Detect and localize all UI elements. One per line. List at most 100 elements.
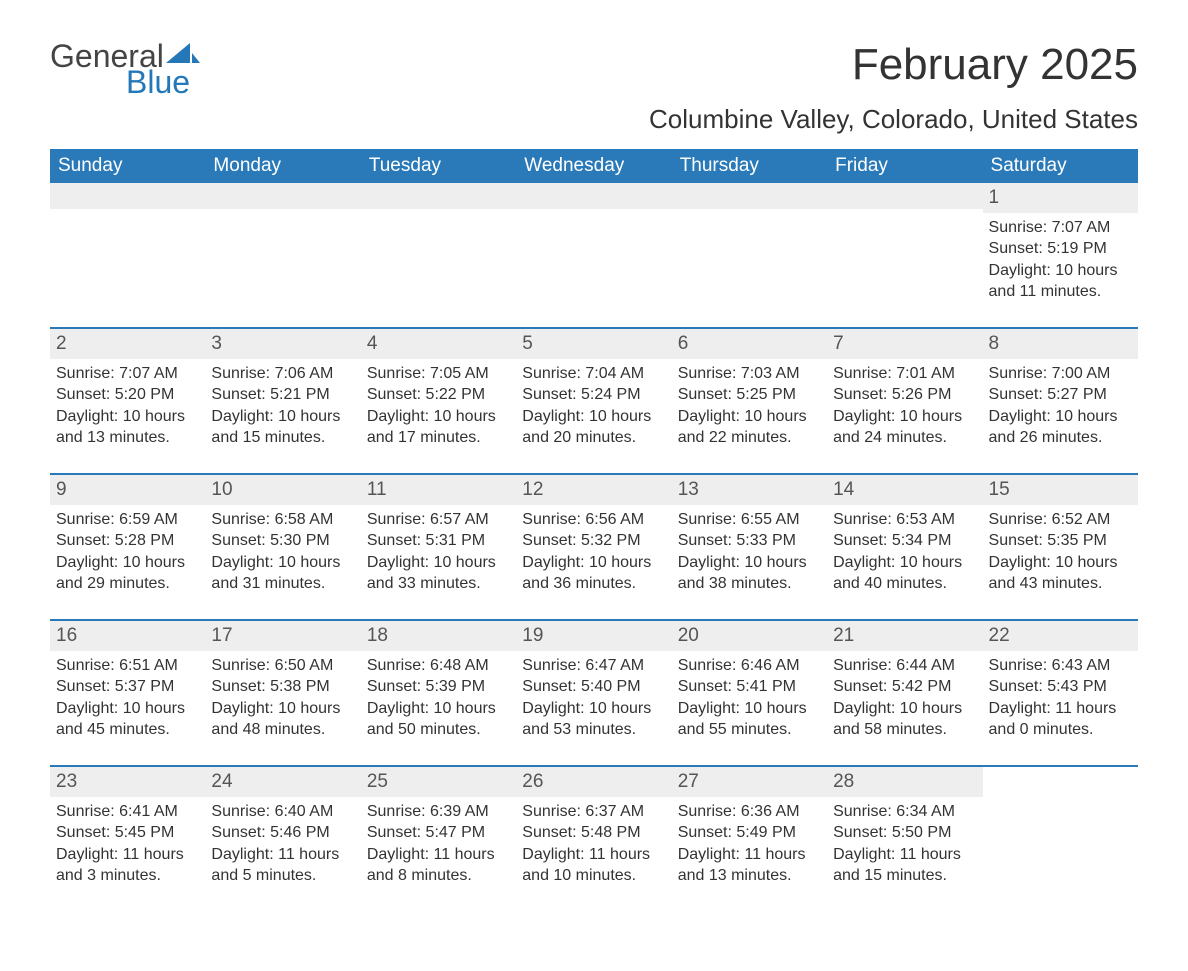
empty-daynum-bar bbox=[205, 183, 360, 209]
day-number: 14 bbox=[827, 475, 982, 505]
day-number: 5 bbox=[516, 329, 671, 359]
sunset-text: Sunset: 5:35 PM bbox=[989, 530, 1132, 552]
sunrise-text: Sunrise: 6:59 AM bbox=[56, 509, 199, 531]
sunrise-text: Sunrise: 6:55 AM bbox=[678, 509, 821, 531]
calendar-day-cell: 6Sunrise: 7:03 AMSunset: 5:25 PMDaylight… bbox=[672, 328, 827, 474]
calendar-day-cell: 21Sunrise: 6:44 AMSunset: 5:42 PMDayligh… bbox=[827, 620, 982, 766]
daylight-text: Daylight: 10 hours and 13 minutes. bbox=[56, 406, 199, 449]
calendar-week-row: 16 Sunrise: 6:51 AMSunset: 5:37 PM Dayligh… bbox=[50, 620, 1138, 766]
daylight-text: Daylight: 10 hours and 31 minutes. bbox=[211, 552, 354, 595]
calendar-day-cell: 2Sunrise: 7:07 AMSunset: 5:20 PMDaylight… bbox=[50, 328, 205, 474]
calendar-day-cell: 28Sunrise: 6:34 AMSunset: 5:50 PMDayligh… bbox=[827, 766, 982, 911]
daylight-text: Daylight: 11 hours and 13 minutes. bbox=[678, 844, 821, 887]
sunrise-text: Sunrise: 6:53 AM bbox=[833, 509, 976, 531]
sunset-text: Sunset: 5:24 PM bbox=[522, 384, 665, 406]
daylight-text: Daylight: 10 hours and 26 minutes. bbox=[989, 406, 1132, 449]
calendar-day-cell: 20Sunrise: 6:46 AMSunset: 5:41 PMDayligh… bbox=[672, 620, 827, 766]
day-number: 15 bbox=[983, 475, 1138, 505]
sunrise-text: Sunrise: 6:58 AM bbox=[211, 509, 354, 531]
calendar-day-cell: 3 Sunrise: 7:06 AMSunset: 5:21 PMDaylight… bbox=[205, 328, 360, 474]
calendar-day-cell bbox=[205, 183, 360, 328]
sunset-text: Sunset: 5:40 PM bbox=[522, 676, 665, 698]
empty-daynum-bar bbox=[516, 183, 671, 209]
calendar-day-cell: 17Sunrise: 6:50 AMSunset: 5:38 PMDayligh… bbox=[205, 620, 360, 766]
calendar-week-row: 2Sunrise: 7:07 AMSunset: 5:20 PMDaylight… bbox=[50, 328, 1138, 474]
sunset-text: Sunset: 5:50 PM bbox=[833, 822, 976, 844]
daylight-text: Daylight: 10 hours and 50 minutes. bbox=[367, 698, 510, 741]
calendar-day-cell: 5Sunrise: 7:04 AMSunset: 5:24 PMDaylight… bbox=[516, 328, 671, 474]
day-number: 3 bbox=[205, 329, 360, 359]
day-number: 8 bbox=[983, 329, 1138, 359]
day-number: 4 bbox=[361, 329, 516, 359]
sunrise-text: Sunrise: 6:46 AM bbox=[678, 655, 821, 677]
titles: February 2025 Columbine Valley, Colorado… bbox=[649, 40, 1138, 149]
sunrise-text: Sunrise: 7:01 AM bbox=[833, 363, 976, 385]
day-number: 19 bbox=[516, 621, 671, 651]
day-header: Thursday bbox=[672, 149, 827, 183]
calendar-page: General Blue February 2025 Columbine Val… bbox=[0, 0, 1188, 971]
day-header: Wednesday bbox=[516, 149, 671, 183]
daylight-text: Daylight: 10 hours and 53 minutes. bbox=[522, 698, 665, 741]
daylight-text: Daylight: 11 hours and 15 minutes. bbox=[833, 844, 976, 887]
day-number: 24 bbox=[205, 767, 360, 797]
sunset-text: Sunset: 5:45 PM bbox=[56, 822, 199, 844]
daylight-text: Daylight: 11 hours and 10 minutes. bbox=[522, 844, 665, 887]
day-number: 25 bbox=[361, 767, 516, 797]
logo-text-blue: Blue bbox=[126, 66, 190, 98]
calendar-day-cell bbox=[672, 183, 827, 328]
daylight-text: Daylight: 10 hours and 15 minutes. bbox=[211, 406, 354, 449]
day-number: 17 bbox=[205, 621, 360, 651]
sunset-text: Sunset: 5:47 PM bbox=[367, 822, 510, 844]
day-number: 9 bbox=[50, 475, 205, 505]
daylight-text: Daylight: 10 hours and 20 minutes. bbox=[522, 406, 665, 449]
daylight-text: Daylight: 10 hours and 22 minutes. bbox=[678, 406, 821, 449]
day-number: 2 bbox=[50, 329, 205, 359]
day-number: 7 bbox=[827, 329, 982, 359]
sunset-text: Sunset: 5:37 PM bbox=[56, 676, 199, 698]
day-number: 26 bbox=[516, 767, 671, 797]
sunset-text: Sunset: 5:21 PM bbox=[211, 384, 354, 406]
daylight-text: Daylight: 10 hours and 48 minutes. bbox=[211, 698, 354, 741]
calendar-body: 1Sunrise: 7:07 AMSunset: 5:19 PMDaylight… bbox=[50, 183, 1138, 911]
sunset-text: Sunset: 5:49 PM bbox=[678, 822, 821, 844]
calendar-day-cell bbox=[361, 183, 516, 328]
calendar-header-row: SundayMondayTuesdayWednesdayThursdayFrid… bbox=[50, 149, 1138, 183]
empty-daynum-bar bbox=[827, 183, 982, 209]
sunrise-text: Sunrise: 6:41 AM bbox=[56, 801, 199, 823]
sunrise-text: Sunrise: 7:03 AM bbox=[678, 363, 821, 385]
sunset-text: Sunset: 5:48 PM bbox=[522, 822, 665, 844]
sunrise-text: Sunrise: 7:06 AM bbox=[211, 363, 354, 385]
sunset-text: Sunset: 5:26 PM bbox=[833, 384, 976, 406]
calendar-day-cell: 7Sunrise: 7:01 AMSunset: 5:26 PMDaylight… bbox=[827, 328, 982, 474]
sunset-text: Sunset: 5:32 PM bbox=[522, 530, 665, 552]
day-number: 16 bbox=[50, 621, 205, 651]
calendar-day-cell: 26Sunrise: 6:37 AMSunset: 5:48 PMDayligh… bbox=[516, 766, 671, 911]
day-number: 10 bbox=[205, 475, 360, 505]
daylight-text: Daylight: 11 hours and 3 minutes. bbox=[56, 844, 199, 887]
calendar-day-cell: 18Sunrise: 6:48 AMSunset: 5:39 PMDayligh… bbox=[361, 620, 516, 766]
sunset-text: Sunset: 5:20 PM bbox=[56, 384, 199, 406]
day-number: 21 bbox=[827, 621, 982, 651]
sunrise-text: Sunrise: 6:52 AM bbox=[989, 509, 1132, 531]
calendar-day-cell: 24Sunrise: 6:40 AMSunset: 5:46 PMDayligh… bbox=[205, 766, 360, 911]
calendar-table: SundayMondayTuesdayWednesdayThursdayFrid… bbox=[50, 149, 1138, 911]
day-number: 12 bbox=[516, 475, 671, 505]
sunrise-text: Sunrise: 6:36 AM bbox=[678, 801, 821, 823]
sunrise-text: Sunrise: 6:39 AM bbox=[367, 801, 510, 823]
month-title: February 2025 bbox=[649, 40, 1138, 90]
calendar-day-cell: 25Sunrise: 6:39 AMSunset: 5:47 PMDayligh… bbox=[361, 766, 516, 911]
daylight-text: Daylight: 10 hours and 58 minutes. bbox=[833, 698, 976, 741]
day-number: 27 bbox=[672, 767, 827, 797]
calendar-day-cell: 19Sunrise: 6:47 AMSunset: 5:40 PMDayligh… bbox=[516, 620, 671, 766]
empty-daynum-bar bbox=[672, 183, 827, 209]
sunrise-text: Sunrise: 6:51 AM bbox=[56, 655, 199, 677]
calendar-day-cell bbox=[827, 183, 982, 328]
sunrise-text: Sunrise: 7:00 AM bbox=[989, 363, 1132, 385]
daylight-text: Daylight: 10 hours and 55 minutes. bbox=[678, 698, 821, 741]
day-number: 23 bbox=[50, 767, 205, 797]
logo: General Blue bbox=[50, 40, 200, 98]
location-title: Columbine Valley, Colorado, United State… bbox=[649, 104, 1138, 135]
sunset-text: Sunset: 5:34 PM bbox=[833, 530, 976, 552]
daylight-text: Daylight: 11 hours and 5 minutes. bbox=[211, 844, 354, 887]
calendar-day-cell: 10Sunrise: 6:58 AMSunset: 5:30 PMDayligh… bbox=[205, 474, 360, 620]
